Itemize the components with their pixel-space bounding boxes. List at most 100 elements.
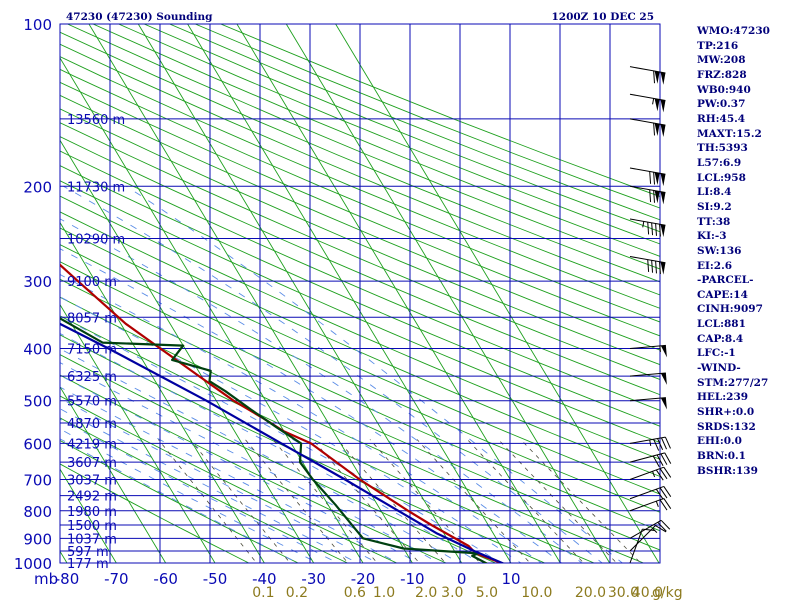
index-value: BSHR:139 — [697, 464, 758, 477]
index-value: BRN:0.1 — [697, 450, 746, 463]
mixing-ratio-line — [244, 439, 349, 563]
wind-barb — [629, 66, 666, 85]
dry-adiabat-line — [60, 374, 448, 563]
moist-adiabat-line — [63, 185, 603, 563]
moist-adiabat-line — [60, 438, 299, 563]
dry-adiabat-line — [60, 165, 660, 427]
wind-barb — [629, 218, 666, 238]
height-labels: 13560 m 11730 m 10290 m 9100 m 8057 m 7150 m 6… — [67, 113, 125, 572]
mixing-ratio-label: 1.0 — [373, 585, 395, 600]
isotherm-line — [187, 24, 512, 563]
pressure-tick-label: 200 — [23, 178, 52, 196]
dry-adiabat-line — [60, 31, 660, 283]
dry-adiabat-line — [60, 463, 250, 563]
chart-title: 47230 (47230) Sounding — [66, 11, 213, 23]
mixing-ratio-label: 10.0 — [521, 585, 552, 600]
moist-adiabat-line — [60, 362, 440, 563]
wind-barb — [629, 118, 666, 137]
index-value: MW:208 — [697, 54, 746, 67]
height-label: 6325 m — [67, 370, 117, 385]
index-value: LI:8.4 — [697, 186, 732, 199]
mixing-ratio-label: 3.0 — [441, 585, 463, 600]
isotherm-line — [236, 24, 561, 563]
temperature-tick-label: 10 — [501, 570, 520, 588]
moist-adiabat-line — [60, 418, 339, 563]
dry-adiabat-line — [60, 136, 660, 396]
mixing-ratio-line — [467, 439, 585, 563]
height-label: 597 m — [67, 545, 109, 560]
dry-adiabat-line — [60, 211, 660, 477]
wind-barb — [629, 485, 672, 500]
wind-barb — [629, 93, 666, 113]
pressure-tick-label: 700 — [23, 472, 52, 490]
mixing-ratio-label: 40.0 — [632, 585, 663, 600]
index-value: STM:277/27 — [697, 376, 769, 389]
temperature-tick-label: -30 — [301, 570, 326, 588]
mixing-ratio-line — [520, 439, 642, 563]
dry-adiabat-line — [60, 334, 546, 563]
temperature-tick-label: -80 — [55, 570, 80, 588]
index-value: SI:9.2 — [697, 200, 732, 213]
isotherm-line — [285, 24, 611, 563]
index-value: TP:216 — [697, 39, 739, 52]
mixing-ratio-line — [416, 439, 531, 563]
mixing-ratio-line — [189, 439, 291, 563]
height-label: 9100 m — [67, 275, 117, 290]
pressure-unit-label: mb — [34, 570, 58, 588]
height-label: 3607 m — [67, 456, 117, 471]
dry-adiabat-line — [92, 24, 660, 257]
index-value: -WIND- — [697, 362, 741, 375]
pressure-tick-label: 600 — [23, 435, 52, 453]
dry-adiabat-line — [60, 68, 660, 323]
mixing-ratio-label: 2.0 — [415, 585, 437, 600]
height-label: 7150 m — [67, 343, 117, 358]
dry-adiabat-line — [60, 122, 660, 381]
wind-barb — [629, 519, 671, 539]
wind-barb — [629, 452, 672, 468]
parcel-path-line — [60, 322, 505, 563]
mixing-ratio-labels: 0.1 0.2 0.6 1.0 2.0 3.0 5.0 10.0 20.0 30.040.0g/k… — [252, 585, 682, 600]
index-value: LFC:-1 — [697, 347, 736, 360]
index-value: SRDS:132 — [697, 420, 756, 433]
height-label: 11730 m — [67, 180, 125, 195]
dry-adiabat-line — [60, 56, 660, 309]
index-value: PW:0.37 — [697, 98, 746, 111]
indices-panel: WMO:47230 TP:216 MW:208 FRZ:828 WB0:940 PW:0.… — [697, 24, 800, 478]
dry-adiabat-line — [67, 24, 660, 270]
temperature-tick-label: -10 — [400, 570, 425, 588]
isotherms — [60, 24, 660, 563]
index-value: CAPE:14 — [697, 288, 748, 301]
isotherm-line — [60, 468, 117, 563]
index-value: -PARCEL- — [697, 274, 754, 287]
wind-barb — [629, 185, 666, 205]
height-label: 13560 m — [67, 113, 125, 128]
dry-adiabat-line — [60, 354, 497, 563]
temperature-tick-label: -50 — [203, 570, 228, 588]
height-label: 10290 m — [67, 232, 125, 247]
dry-adiabat-line — [60, 195, 660, 460]
height-label: 1037 m — [67, 532, 117, 547]
pressure-tick-label: 500 — [23, 393, 52, 411]
mixing-ratio-label: 0.1 — [252, 585, 274, 600]
temperature-tick-label: 0 — [457, 570, 467, 588]
mixing-ratio-line — [158, 439, 258, 563]
dry-adiabat-line — [60, 315, 596, 563]
index-value: CINH:9097 — [697, 303, 763, 316]
wind-barbs — [629, 66, 672, 564]
mixing-ratio-lines — [158, 439, 642, 563]
dry-adiabat-line — [60, 417, 349, 563]
dewpoint-line — [60, 317, 489, 563]
wind-barb — [629, 397, 667, 410]
index-value: MAXT:15.2 — [697, 127, 762, 140]
index-value: FRZ:828 — [697, 68, 747, 81]
height-label: 2492 m — [67, 490, 117, 505]
temperature-tick-label: -70 — [104, 570, 129, 588]
index-value: RH:45.4 — [697, 112, 746, 125]
dry-adiabat-line — [60, 108, 660, 366]
chart-valid-time: 1200Z 10 DEC 25 — [551, 11, 654, 23]
mixing-ratio-line — [272, 439, 378, 563]
mixing-ratio-line — [498, 439, 618, 563]
mixing-ratio-unit: g/kg — [652, 585, 683, 600]
index-value: LCL:958 — [697, 171, 746, 184]
